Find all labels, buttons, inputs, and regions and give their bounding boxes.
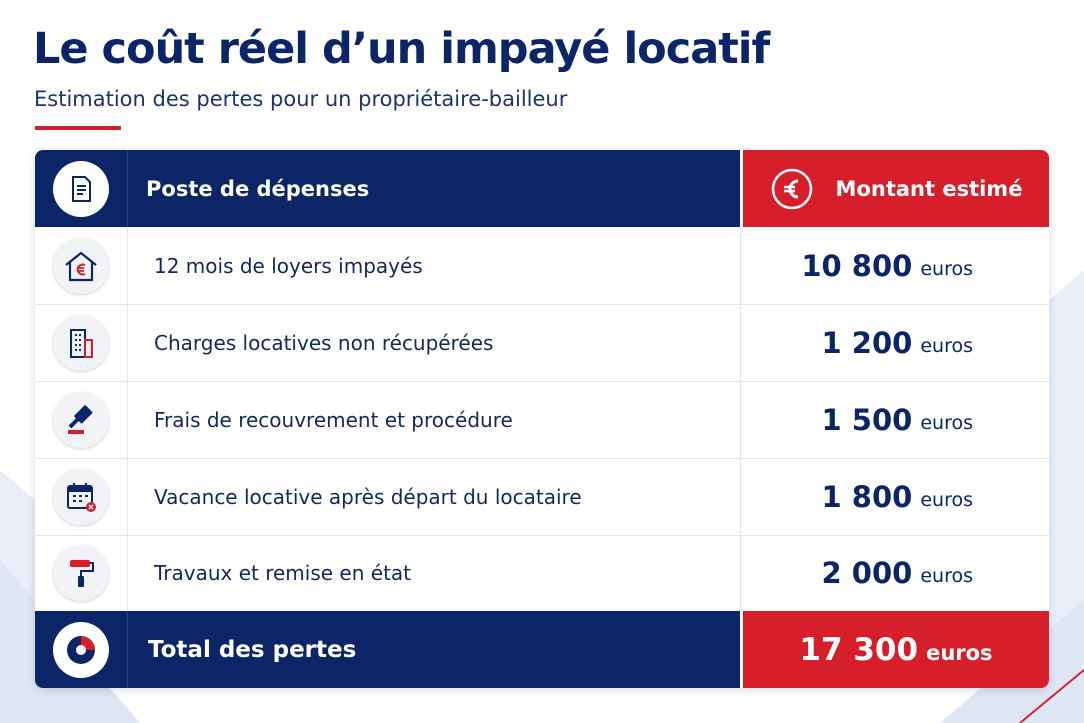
building-icon <box>53 314 109 371</box>
unit: euros <box>920 257 973 280</box>
column-header-cell: Montant estimé <box>740 150 1049 227</box>
table-row: Frais de recouvrement et procédure 1 500… <box>35 381 1049 459</box>
title-underline <box>35 126 121 130</box>
table-row: Vacance locative après départ du locatai… <box>35 458 1049 536</box>
table-row: 12 mois de loyers impayés 10 800 euros <box>35 227 1049 305</box>
table-row: Travaux et remise en état 2 000 euros <box>35 535 1049 611</box>
column-header: Poste de dépenses <box>128 150 740 227</box>
amount: 1 800 <box>821 479 913 514</box>
header-icon-cell <box>35 150 128 227</box>
unit: euros <box>920 488 973 511</box>
row-label: 12 mois de loyers impayés <box>154 253 423 278</box>
total-amount: 17 300 <box>799 631 919 668</box>
unit: euros <box>920 565 973 587</box>
unit: euros <box>920 411 973 434</box>
gavel-icon <box>53 391 109 448</box>
row-label: Frais de recouvrement et procédure <box>154 407 513 432</box>
amount: 1 200 <box>821 325 913 360</box>
row-label: Charges locatives non récupérées <box>154 330 494 355</box>
amount: 1 500 <box>821 402 913 437</box>
total-row: Total des pertes 17 300 euros <box>35 611 1049 688</box>
table-row: Charges locatives non récupérées 1 200 eu… <box>35 304 1049 382</box>
document-icon <box>53 160 109 217</box>
subtitle: Estimation des pertes pour un propriétai… <box>34 87 568 111</box>
paint-roller-icon <box>53 545 109 601</box>
column-header: Montant estimé <box>835 176 1023 201</box>
calendar-icon <box>53 468 109 525</box>
house-icon <box>53 237 109 294</box>
amount: 2 000 <box>821 556 913 590</box>
row-label: Vacance locative après départ du locatai… <box>154 484 582 509</box>
title: Le coût réel d’un impayé locatif <box>33 24 770 74</box>
unit: euros <box>926 640 993 665</box>
unit: euros <box>920 334 973 357</box>
cost-table: Poste de dépenses Montant estimé 12 mois… <box>35 150 1049 688</box>
euro-icon <box>771 168 812 209</box>
total-label: Total des pertes <box>128 611 740 688</box>
amount: 10 800 <box>801 248 913 283</box>
header-row: Poste de dépenses Montant estimé <box>35 150 1049 227</box>
row-label: Travaux et remise en état <box>154 561 412 585</box>
pie-icon <box>53 621 109 678</box>
